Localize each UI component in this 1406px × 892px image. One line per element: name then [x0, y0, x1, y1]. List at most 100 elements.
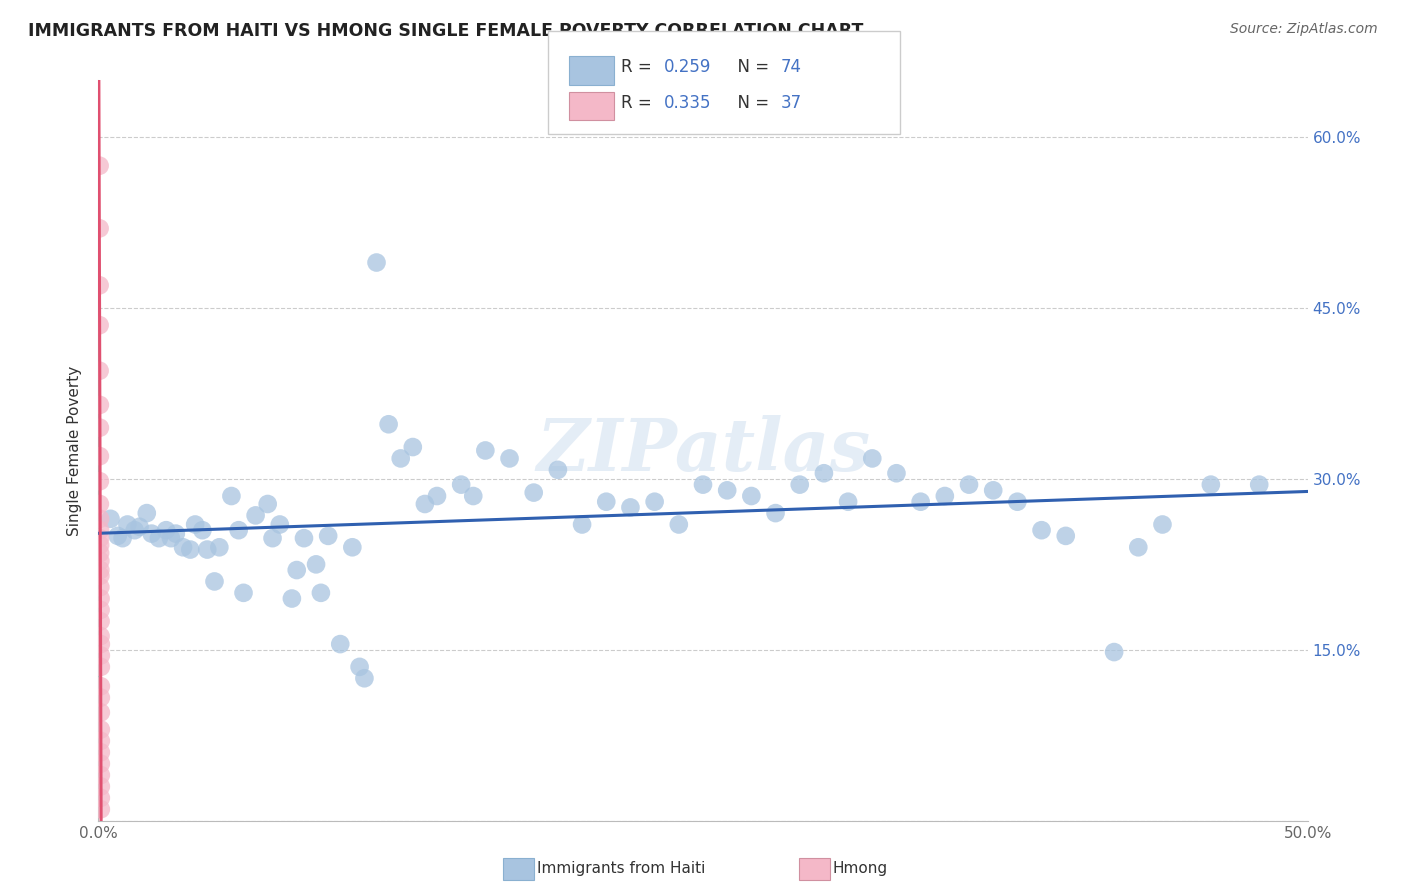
Point [100, 512, 122, 526]
Text: 0.259: 0.259 [664, 58, 711, 76]
Point [934, 489, 956, 503]
Point [90, 679, 112, 693]
Point [285, 563, 308, 577]
Point [184, 517, 207, 532]
Point [89, 568, 111, 582]
Point [89, 497, 111, 511]
Point [90, 790, 112, 805]
Point [389, 451, 412, 466]
Point [90, 591, 112, 606]
Point [1249, 477, 1271, 491]
Point [547, 463, 569, 477]
Point [89, 563, 111, 577]
Point [910, 494, 932, 508]
Point [90, 660, 112, 674]
Point [128, 520, 150, 534]
Point [860, 451, 883, 466]
Point [89, 420, 111, 434]
Point [90, 629, 112, 643]
Point [498, 451, 520, 466]
Point [89, 278, 111, 293]
Point [353, 671, 375, 685]
Text: Source: ZipAtlas.com: Source: ZipAtlas.com [1230, 22, 1378, 37]
Point [204, 574, 226, 589]
Point [191, 523, 214, 537]
Text: 0.335: 0.335 [664, 94, 711, 112]
Point [474, 443, 496, 458]
Point [90, 756, 112, 771]
Point [221, 489, 243, 503]
Point [402, 440, 425, 454]
Point [523, 485, 546, 500]
Point [1102, 645, 1125, 659]
Point [309, 586, 332, 600]
Point [160, 531, 183, 545]
Text: 37: 37 [780, 94, 801, 112]
Point [89, 580, 111, 594]
Point [111, 531, 134, 545]
Point [342, 541, 364, 555]
Point [179, 542, 201, 557]
Point [1007, 494, 1029, 508]
Point [165, 526, 187, 541]
Point [256, 497, 278, 511]
Point [89, 318, 111, 333]
Point [1152, 517, 1174, 532]
Point [89, 554, 111, 568]
Point [262, 531, 284, 545]
Point [716, 483, 738, 498]
Point [90, 780, 112, 794]
Point [90, 734, 112, 748]
Point [89, 221, 111, 235]
Point [148, 531, 170, 545]
Point [366, 255, 388, 269]
Point [228, 523, 250, 537]
Point [789, 477, 811, 491]
Point [316, 529, 339, 543]
Point [90, 706, 112, 720]
Text: Immigrants from Haiti: Immigrants from Haiti [537, 862, 706, 876]
Point [1031, 523, 1053, 537]
Point [89, 449, 111, 463]
Point [90, 603, 112, 617]
Point [195, 542, 218, 557]
Point [90, 745, 112, 759]
Point [155, 523, 177, 537]
Text: 74: 74 [780, 58, 801, 76]
Point [740, 489, 762, 503]
Point [89, 159, 111, 173]
Point [837, 494, 859, 508]
Point [89, 538, 111, 552]
Point [269, 517, 291, 532]
Point [208, 541, 231, 555]
Point [957, 477, 980, 491]
Point [281, 591, 304, 606]
Point [89, 546, 111, 560]
Point [90, 690, 112, 705]
Point [450, 477, 472, 491]
Point [141, 526, 163, 541]
Point [463, 489, 485, 503]
Point [692, 477, 714, 491]
Point [90, 723, 112, 737]
Point [1128, 541, 1150, 555]
Point [89, 523, 111, 537]
Point [426, 489, 449, 503]
Text: ZIPatlas: ZIPatlas [536, 415, 870, 486]
Point [89, 364, 111, 378]
Point [886, 467, 908, 481]
Point [765, 506, 787, 520]
Text: N =: N = [727, 58, 775, 76]
Point [377, 417, 399, 432]
Text: N =: N = [727, 94, 775, 112]
Point [89, 398, 111, 412]
Point [813, 467, 835, 481]
Text: R =: R = [621, 58, 658, 76]
Text: R =: R = [621, 94, 658, 112]
Point [305, 558, 328, 572]
Point [89, 512, 111, 526]
Point [117, 517, 139, 532]
Point [135, 506, 157, 520]
Point [981, 483, 1004, 498]
Point [644, 494, 666, 508]
